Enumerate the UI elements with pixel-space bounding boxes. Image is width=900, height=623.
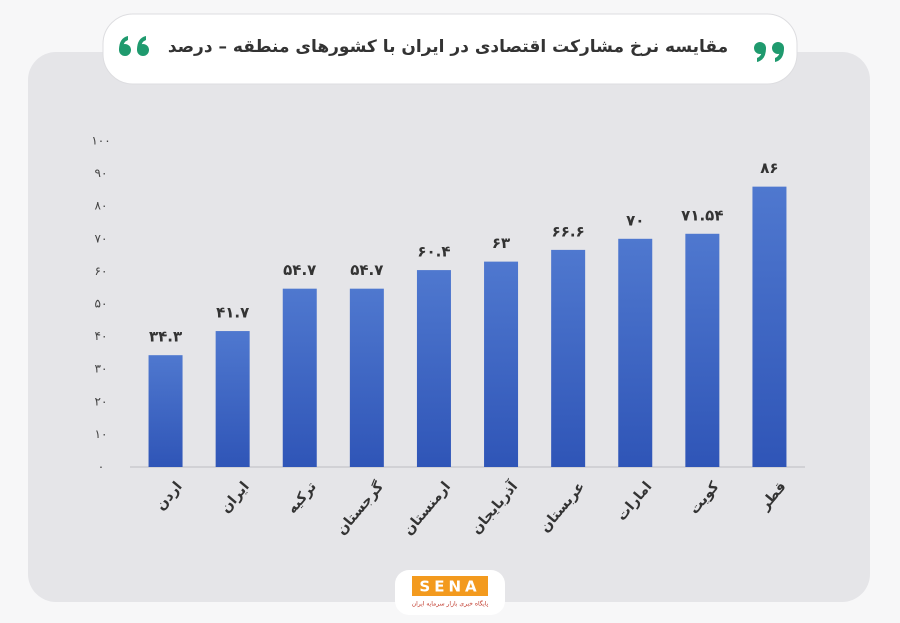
chart-title: مقایسه نرخ مشارکت اقتصادی در ایران با کش… (168, 37, 728, 57)
bar (416, 270, 451, 467)
bar (148, 355, 183, 467)
logo: SENA (419, 578, 480, 596)
bar (551, 249, 586, 467)
y-tick-label: ۲۰ (95, 394, 108, 408)
bar (752, 186, 787, 467)
logo-band (412, 576, 488, 596)
bar (618, 238, 653, 467)
value-label: ۶۰.۴ (417, 243, 450, 261)
value-label: ۳۴.۳ (149, 328, 182, 346)
y-tick-label: ۱۰ (95, 427, 108, 441)
bar (349, 288, 384, 467)
y-tick-label: ۷۰ (95, 231, 108, 245)
logo-subtitle: پایگاه خبری بازار سرمایه ایران (412, 600, 489, 608)
value-label: ۷۰ (626, 211, 644, 229)
bar (685, 233, 720, 467)
value-label: ۷۱.۵۴ (681, 206, 723, 224)
bar (282, 288, 317, 467)
value-label: ۶۳ (492, 234, 510, 252)
title-pill (102, 13, 798, 85)
quote-right (754, 42, 784, 62)
value-label: ۶۶.۶ (552, 222, 585, 240)
value-label: ۸۶ (760, 159, 778, 177)
bar (215, 331, 250, 467)
y-tick-label: ۸۰ (95, 199, 108, 213)
bar (484, 261, 519, 467)
y-tick-label: ۰ (98, 460, 104, 474)
y-tick-label: ۱۰۰ (91, 134, 110, 148)
y-tick-label: ۵۰ (95, 297, 108, 311)
y-tick-label: ۹۰ (95, 166, 108, 180)
y-tick-label: ۶۰ (95, 264, 108, 278)
y-tick-label: ۴۰ (95, 329, 108, 343)
value-label: ۵۴.۷ (283, 261, 316, 279)
y-tick-label: ۳۰ (95, 362, 108, 376)
value-label: ۴۱.۷ (216, 304, 249, 322)
value-label: ۵۴.۷ (350, 261, 383, 279)
quote-left (119, 36, 149, 56)
